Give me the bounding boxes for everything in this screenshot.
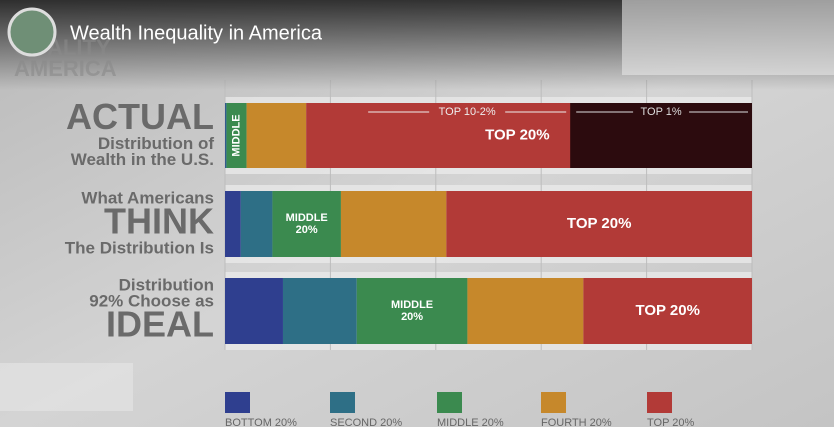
bar-segment <box>225 191 241 257</box>
bracket-label-bg <box>429 105 506 119</box>
segment-label: MIDDLE <box>286 212 328 224</box>
bracket-label-bg <box>633 105 690 119</box>
legend-swatch <box>647 392 672 413</box>
legend-label: TOP 20% <box>647 417 695 427</box>
legend-label: SECOND 20% <box>330 417 402 427</box>
panel <box>0 363 133 411</box>
bar-segment <box>446 191 752 257</box>
row-label: Wealth in the U.S. <box>71 150 214 169</box>
row-label: The Distribution Is <box>65 239 214 258</box>
watermark: AMERICA <box>14 56 117 81</box>
annotation: TOP 10-2% <box>439 106 496 118</box>
row-label: IDEAL <box>106 304 214 345</box>
bar-segment <box>356 278 468 344</box>
row-label: ACTUAL <box>66 96 214 137</box>
channel-logo[interactable] <box>7 7 57 57</box>
bar-segment <box>225 103 227 168</box>
row-label: Distribution of <box>98 134 214 153</box>
bar-segment <box>225 278 283 344</box>
row-label: 92% Choose as <box>89 291 214 310</box>
segment-label: 20% <box>401 311 423 323</box>
bar-segment <box>225 103 226 168</box>
segment-label: MIDDLE <box>231 114 243 156</box>
bar-segment <box>340 191 447 257</box>
video-title[interactable]: Wealth Inequality in America <box>70 22 323 44</box>
legend-swatch <box>437 392 462 413</box>
row-label: What Americans <box>81 188 214 207</box>
segment-label: MIDDLE <box>391 299 433 311</box>
bar-segment <box>583 278 752 344</box>
row-label: Distribution <box>119 275 214 294</box>
bar-segment <box>246 103 307 168</box>
bar-segment <box>240 191 273 257</box>
panel <box>622 0 834 75</box>
legend-label: MIDDLE 20% <box>437 417 504 427</box>
segment-label: TOP 20% <box>567 215 631 232</box>
annotation: TOP 1% <box>641 106 682 118</box>
bar-segment <box>282 278 357 344</box>
bar-segment <box>467 278 584 344</box>
legend-label: BOTTOM 20% <box>225 417 297 427</box>
segment-label: 20% <box>296 224 318 236</box>
legend-swatch <box>330 392 355 413</box>
bar-segment <box>226 103 247 168</box>
legend-label: FOURTH 20% <box>541 417 612 427</box>
bar-segment <box>272 191 341 257</box>
legend-swatch <box>541 392 566 413</box>
segment-label: TOP 20% <box>635 302 699 319</box>
row-label: THINK <box>104 201 214 242</box>
segment-label: TOP 20% <box>485 126 549 143</box>
legend-swatch <box>225 392 250 413</box>
